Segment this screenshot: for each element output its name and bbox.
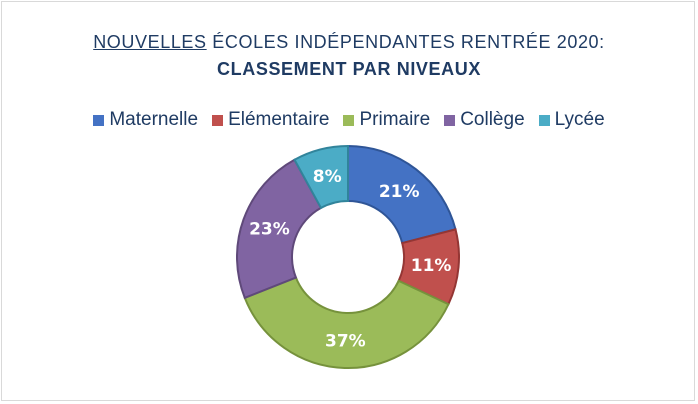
legend-label-3: Collège	[460, 109, 525, 130]
slice-label-3: 23%	[249, 220, 290, 240]
donut-slice-3	[236, 158, 323, 300]
slice-label-1: 11%	[411, 256, 452, 276]
donut-slice-2	[243, 276, 450, 369]
chart-title-line1-rest: ÉCOLES INDÉPENDANTES RENTRÉE 2020:	[206, 32, 605, 52]
legend-swatch-2	[343, 114, 355, 126]
legend-swatch-0	[93, 114, 105, 126]
legend-swatch-1	[212, 114, 224, 126]
donut-slice-0	[347, 144, 457, 245]
legend-item-2: Primaire	[343, 109, 430, 131]
slice-label-0: 21%	[379, 182, 420, 202]
legend-label-1: Elémentaire	[228, 109, 330, 130]
chart-title-underlined-word: NOUVELLES	[93, 32, 207, 52]
chart-title-line2: CLASSEMENT PAR NIVEAUX	[217, 59, 481, 79]
donut-slice-4	[293, 144, 349, 210]
legend-item-0: Maternelle	[93, 109, 198, 131]
slice-label-2: 37%	[325, 331, 366, 351]
legend-item-1: Elémentaire	[212, 109, 329, 131]
legend-label-2: Primaire	[359, 109, 431, 130]
legend-item-3: Collège	[444, 109, 525, 131]
legend-label-0: Maternelle	[109, 109, 199, 130]
chart-legend: Maternelle Elémentaire Primaire Collège Lycé…	[2, 109, 696, 131]
chart-title-line1: NOUVELLES ÉCOLES INDÉPENDANTES RENTRÉE 2…	[2, 32, 696, 53]
legend-item-4: Lycée	[538, 109, 605, 131]
legend-swatch-4	[538, 114, 550, 126]
legend-swatch-3	[444, 114, 456, 126]
slice-label-4: 8%	[313, 167, 342, 187]
legend-label-4: Lycée	[554, 109, 605, 130]
